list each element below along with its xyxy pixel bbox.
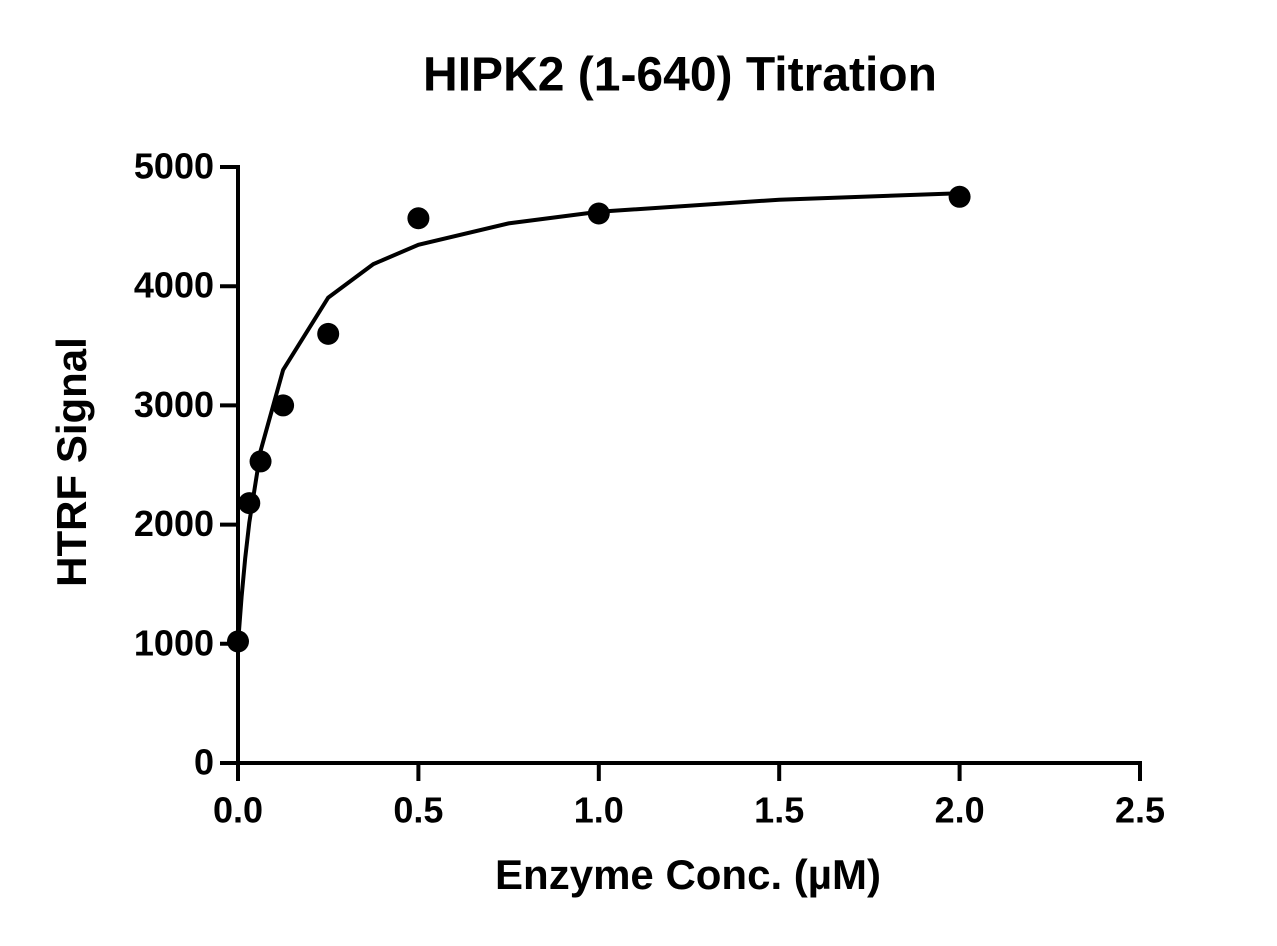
fit-curve — [236, 191, 960, 644]
x-tick-label: 2.0 — [935, 790, 985, 831]
x-tick-label: 1.0 — [574, 790, 624, 831]
x-tick-label: 2.5 — [1115, 790, 1165, 831]
y-tick-label: 1000 — [134, 622, 214, 663]
chart-title: HIPK2 (1-640) Titration — [423, 49, 937, 102]
data-point — [407, 207, 430, 230]
x-tick-label: 0.5 — [393, 790, 443, 831]
y-tick-label: 0 — [194, 742, 214, 783]
data-point — [272, 394, 295, 417]
x-tick-label: 1.5 — [754, 790, 804, 831]
y-axis-label: HTRF Signal — [48, 337, 95, 587]
y-tick-label: 4000 — [134, 265, 214, 306]
data-point — [317, 322, 340, 345]
data-point — [948, 185, 971, 208]
x-tick-label: 0.0 — [213, 790, 263, 831]
x-axis-label: Enzyme Conc. (µM) — [495, 851, 881, 898]
y-tick-label: 5000 — [134, 146, 214, 187]
y-tick-label: 2000 — [134, 503, 214, 544]
y-tick-label: 3000 — [134, 384, 214, 425]
